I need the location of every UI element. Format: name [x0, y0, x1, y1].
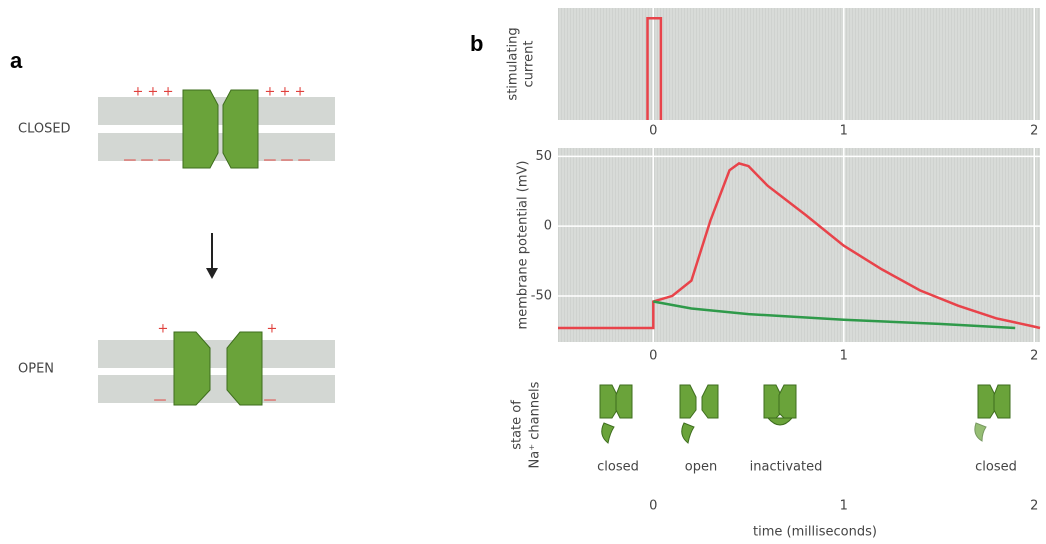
x-tick-label: 2 [1030, 124, 1038, 139]
state-label: CLOSED [18, 122, 71, 137]
charge: — — — [263, 153, 310, 168]
charge: + + + [265, 85, 306, 100]
x-tick-label: 2 [1030, 349, 1038, 364]
x-tick-label: 1 [840, 499, 848, 514]
axis-label: current [522, 41, 537, 88]
charge: — [154, 393, 167, 408]
x-tick-label: 1 [840, 124, 848, 139]
x-tick-label: 0 [649, 499, 657, 514]
y-axis-label: membrane potential (mV) [516, 161, 531, 330]
plot-area [558, 148, 1040, 342]
charge: + [158, 322, 169, 337]
open-membrane [98, 331, 335, 406]
data-line [646, 16, 663, 120]
y-tick-label: 0 [544, 219, 552, 234]
axis-label: stimulating [506, 27, 521, 100]
charge: + [267, 322, 278, 337]
y-tick-label: -50 [531, 288, 552, 303]
arrow [206, 233, 218, 279]
y-axis-label: stimulating current [506, 27, 537, 100]
state-axis-label: state of Na⁺ channels [510, 381, 543, 468]
channel-icons [599, 384, 1011, 444]
axis-label: Na⁺ channels [528, 381, 543, 468]
charge: + + + [133, 85, 174, 100]
data-line [558, 162, 1041, 330]
axis-label: membrane potential (mV) [516, 161, 531, 330]
state-label: closed [975, 460, 1017, 475]
axis-label: state of [510, 400, 525, 450]
panel-label: a [10, 48, 23, 73]
state-label: inactivated [750, 460, 823, 475]
charge: — — — [123, 153, 170, 168]
y-tick-label: 50 [535, 149, 552, 164]
x-axis-label: time (milliseconds) [753, 525, 877, 540]
x-tick-label: 0 [649, 349, 657, 364]
x-tick-label: 0 [649, 124, 657, 139]
state-label: open [685, 460, 717, 475]
x-tick-label: 1 [840, 349, 848, 364]
panel-label: b [470, 31, 483, 56]
charge: — [264, 393, 277, 408]
data-line [653, 300, 1016, 330]
x-tick-label: 2 [1030, 499, 1038, 514]
state-label: closed [597, 460, 639, 475]
state-label: OPEN [18, 362, 54, 377]
closed-membrane [98, 89, 335, 169]
plot-area [558, 8, 1040, 120]
